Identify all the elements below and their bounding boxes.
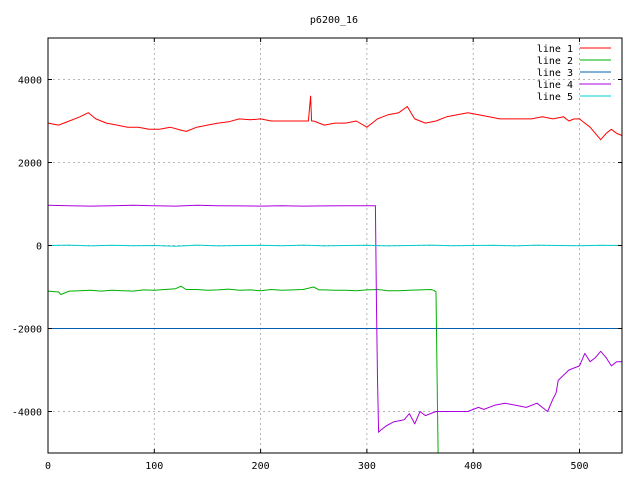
series-line-2 <box>47 285 439 454</box>
legend-label-5: line 5 <box>537 92 573 103</box>
legend-label-3: line 3 <box>537 68 573 79</box>
chart-title: p6200_16 <box>310 15 358 26</box>
x-tick-label: 500 <box>570 461 588 472</box>
y-tick-label: -2000 <box>12 325 42 336</box>
x-tick-label: 100 <box>145 461 163 472</box>
legend-label-2: line 2 <box>537 56 573 67</box>
y-tick-label: 0 <box>36 242 42 253</box>
series-lines <box>47 95 623 454</box>
y-tick-label: 2000 <box>18 159 42 170</box>
series-line-5 <box>47 244 623 247</box>
x-tick-label: 400 <box>464 461 482 472</box>
legend-label-1: line 1 <box>537 44 573 55</box>
legend-label-4: line 4 <box>537 80 573 91</box>
y-tick-label: -4000 <box>12 408 42 419</box>
axis-ticks: 0 100 200 300 400 500 -4000 -2000 0 2000 4000 <box>12 38 622 472</box>
y-tick-label: 4000 <box>18 76 42 87</box>
x-tick-label: 200 <box>252 461 270 472</box>
series-line-4 <box>47 204 622 433</box>
series-line-1 <box>47 95 623 141</box>
x-tick-label: 300 <box>358 461 376 472</box>
x-tick-label: 0 <box>45 461 51 472</box>
